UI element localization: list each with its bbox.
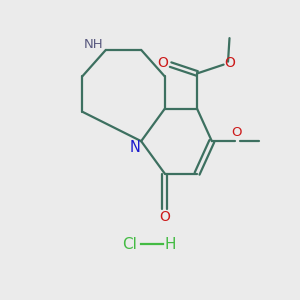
Text: O: O [157,56,168,70]
Text: H: H [165,237,176,252]
Text: O: O [159,210,170,224]
Text: O: O [225,56,236,70]
Text: N: N [130,140,141,154]
Text: NH: NH [84,38,104,50]
Text: O: O [232,126,242,140]
Text: Cl: Cl [122,237,137,252]
